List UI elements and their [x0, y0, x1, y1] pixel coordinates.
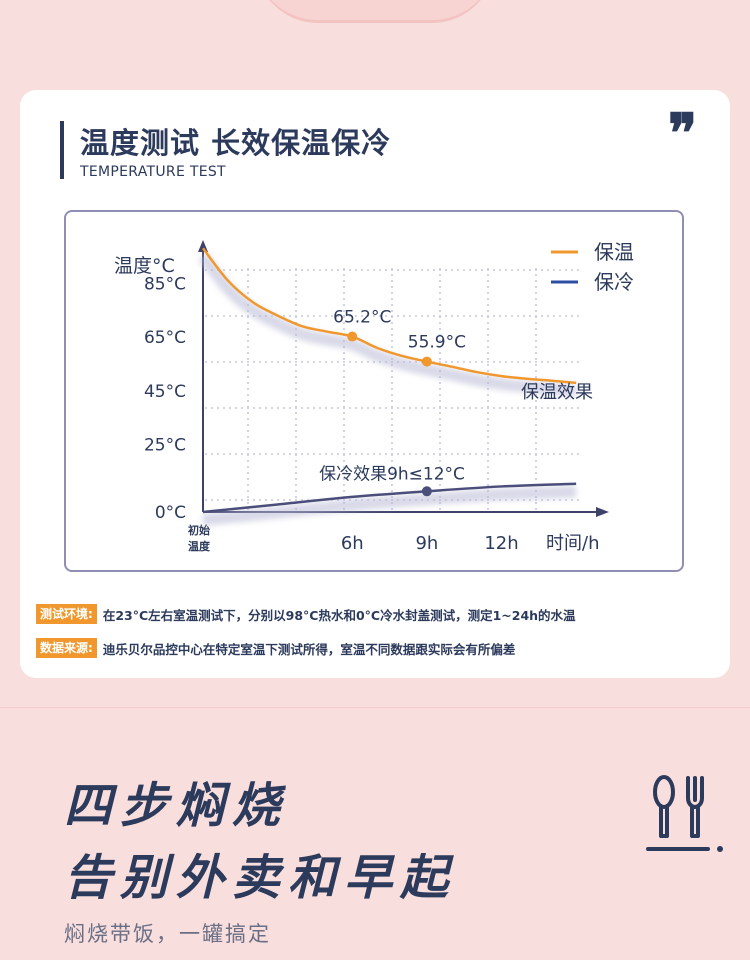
x-tick-label: 12h [484, 533, 518, 554]
y-tick-label: 25°C [144, 436, 186, 456]
series-shadow [202, 485, 577, 526]
series-line-keep-warm [202, 247, 577, 385]
legend-label: 保温 [594, 240, 634, 264]
spoon-fork-icon [646, 775, 723, 852]
y-tick-label: 85°C [144, 274, 186, 294]
y-tick-label: 65°C [144, 328, 186, 348]
note-text: 在23°C左右室温测试下，分别以98°C热水和0°C冷水封盖测试，测定1~24h… [102, 607, 576, 623]
y-axis-arrow [198, 240, 208, 252]
x-axis-label: 时间/h [546, 533, 599, 554]
x-tick-label: 温度 [188, 539, 211, 553]
card-title: 温度测试 长效保温保冷 [80, 126, 392, 160]
x-tick-label: 9h [415, 533, 438, 554]
note-test-environment: 测试环境: 在23°C左右室温测试下，分别以98°C热水和0°C冷水封盖测试，测… [36, 604, 576, 624]
legend-label: 保冷 [594, 270, 634, 294]
data-label: 55.9°C [408, 333, 466, 353]
y-axis-label: 温度°C [114, 255, 175, 277]
promo-headline-line2: 告别外卖和早起 [64, 850, 457, 906]
note-text: 迪乐贝尔品控中心在特定室温下测试所得，室温不同数据跟实际会有所偏差 [102, 641, 516, 657]
promo-headline-line1: 四步焖烧 [64, 778, 289, 834]
promo-tagline: 焖烧带饭，一罐搞定 [64, 922, 271, 946]
top-decoration [255, 0, 495, 23]
x-tick-label: 6h [341, 533, 364, 554]
data-label: 65.2°C [333, 308, 391, 328]
chart-frame: 温度°C 时间/h 0°C 25°C 45°C 65°C 85°C 初始温度 6h 9h 12h 65… [64, 210, 684, 572]
data-label: 保冷效果9h≤12°C [319, 464, 465, 484]
y-tick-label: 45°C [144, 382, 186, 402]
data-point [421, 486, 432, 497]
x-tick-label: 初始 [188, 523, 210, 537]
data-point [347, 331, 358, 342]
note-tag: 数据来源: [36, 638, 97, 658]
y-tick-label: 0°C [155, 503, 186, 523]
temperature-test-card: 温度测试 长效保温保冷 TEMPERATURE TEST ❞ 温度°C 时间/h 0… [20, 90, 730, 678]
data-point [421, 356, 432, 367]
series-shadow [198, 252, 577, 397]
x-axis-arrow [596, 507, 609, 517]
card-subtitle: TEMPERATURE TEST [80, 164, 226, 180]
series-line-keep-cold [202, 482, 577, 514]
section-divider [0, 707, 750, 708]
note-data-source: 数据来源: 迪乐贝尔品控中心在特定室温下测试所得，室温不同数据跟实际会有所偏差 [36, 638, 515, 658]
note-tag: 测试环境: [36, 604, 97, 624]
title-accent-bar [60, 121, 64, 179]
quote-icon: ❞ [668, 101, 698, 165]
series-end-label: 保温效果 [521, 382, 593, 403]
